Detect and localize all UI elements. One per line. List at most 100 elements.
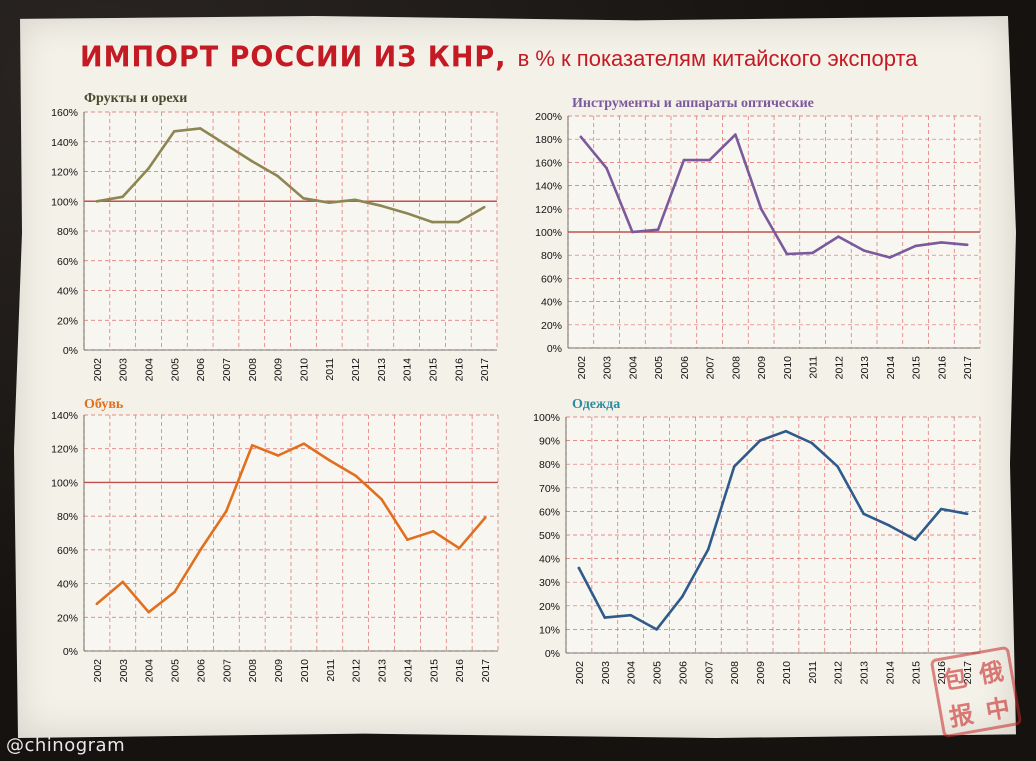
x-tick-label: 2003 [118,659,130,683]
y-tick-label: 180% [535,134,562,146]
y-tick-label: 80% [57,511,78,523]
y-tick-label: 200% [535,111,562,123]
data-point [914,538,917,542]
data-point [940,241,943,244]
chart-footwear: 0% 20% 40% 60% 80% 100% 120% 140% 2002 2003 2004 20… [51,397,499,683]
x-tick-label: 2013 [859,661,871,685]
y-tick-label: 60% [57,256,78,268]
stamp-char: 中 [983,692,1013,726]
x-tick-label: 2009 [273,358,285,382]
data-point [681,595,684,598]
data-point [483,516,487,520]
y-tick-label: 120% [51,444,78,456]
series-line [95,442,487,614]
x-tick-label: 2016 [453,358,465,382]
x-tick-label: 2014 [884,661,896,685]
y-tick-label: 80% [541,250,562,262]
y-tick-label: 40% [541,297,562,309]
x-tick-label: 2006 [195,659,207,683]
y-tick-label: 60% [57,545,78,557]
data-point [173,130,176,133]
x-tick-label: 2003 [118,358,130,382]
data-point [862,512,865,516]
data-point [302,442,306,445]
x-tick-label: 2009 [755,661,767,685]
x-tick-label: 2005 [169,358,181,382]
data-point [432,530,435,533]
y-tick-label: 100% [51,477,78,489]
x-tick-label: 2013 [859,356,871,380]
data-point [629,613,632,617]
y-tick-label: 10% [539,624,560,636]
data-point [577,566,581,570]
y-tick-label: 100% [51,196,78,208]
x-tick-label: 2011 [807,661,819,684]
data-point [95,199,99,203]
data-point [353,198,357,202]
x-tick-label: 2004 [144,358,156,382]
y-tick-label: 100% [535,227,562,239]
data-point [328,459,332,462]
y-tick-label: 120% [51,167,78,179]
x-tick-label: 2012 [833,356,845,380]
y-tick-label: 50% [539,530,560,542]
data-point [888,524,891,527]
x-tick-label: 2015 [427,358,439,382]
data-point [603,616,607,619]
x-tick-label: 2008 [247,659,259,683]
data-point [862,249,866,252]
x-tick-label: 2013 [376,358,388,382]
data-point [250,444,254,447]
x-tick-label: 2002 [574,661,586,685]
chart-clothing: 0% 10% 20% 30% 40% 50% 60% 70% 80% 90% 100% 2002 200… [533,397,981,685]
data-point [431,220,434,224]
x-tick-label: 2002 [576,356,588,380]
x-tick-label: 2010 [781,661,793,685]
y-tick-label: 20% [541,320,562,332]
data-point [811,251,814,255]
x-tick-label: 2002 [92,358,104,382]
data-point [732,465,736,468]
y-tick-label: 160% [535,157,562,169]
x-tick-label: 2012 [350,358,362,382]
data-point [456,220,460,224]
y-tick-label: 0% [547,343,562,355]
y-tick-label: 140% [51,137,78,149]
x-tick-label: 2007 [705,356,717,380]
stamp-char: 包 [940,662,970,696]
y-tick-label: 0% [63,646,78,658]
x-tick-label: 2009 [273,659,285,683]
data-point [707,547,710,551]
x-tick-label: 2014 [885,356,897,380]
data-point [605,166,608,170]
data-point [406,538,409,542]
data-point [759,207,763,211]
data-point [655,628,658,631]
data-point [734,133,737,136]
x-tick-label: 2012 [351,659,363,683]
y-tick-label: 120% [535,204,562,216]
data-point [682,158,686,162]
x-tick-label: 2004 [627,356,639,380]
data-point [302,196,305,200]
y-tick-label: 70% [539,483,560,495]
stamp-char: 俄 [977,656,1006,689]
y-tick-label: 20% [57,612,78,624]
x-tick-label: 2008 [729,661,741,685]
x-tick-label: 2005 [170,659,182,683]
y-tick-label: 30% [539,577,560,589]
y-tick-label: 80% [539,459,560,471]
y-tick-label: 0% [63,345,78,357]
x-tick-label: 2012 [833,661,845,685]
chart-title: Одежда [572,397,620,412]
chart-fruits: 0% 20% 40% 60% 80% 100% 120% 140% 160% 2002 2003 20… [51,91,498,382]
data-point [147,610,150,614]
data-point [965,512,969,516]
x-tick-label: 2010 [782,356,794,380]
data-point [121,195,125,199]
x-tick-label: 2014 [402,358,414,382]
x-tick-label: 2015 [911,356,923,380]
x-tick-label: 2014 [402,659,414,683]
x-tick-label: 2008 [730,356,742,380]
stamp-seal: 包 俄 报 中 [929,645,1023,739]
